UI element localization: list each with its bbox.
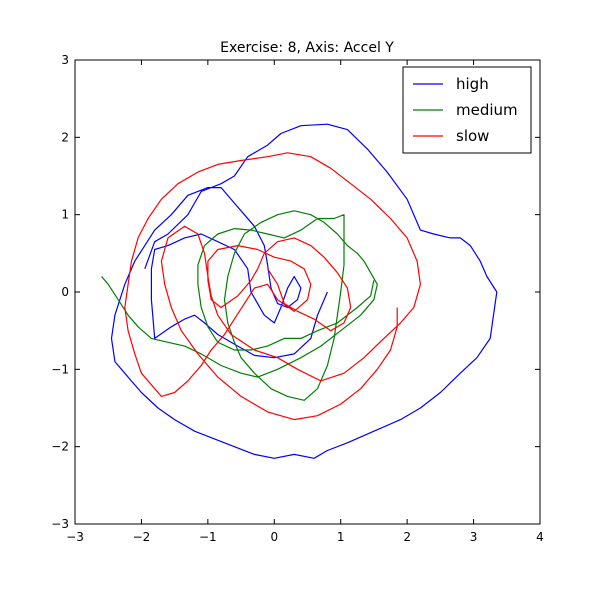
- series-line-slow: [124, 152, 421, 421]
- legend: high medium slow: [402, 66, 532, 154]
- series-layer: [101, 123, 498, 459]
- x-tick-label: 1: [337, 530, 345, 544]
- x-tick-label: 3: [470, 530, 478, 544]
- x-tick-label: −3: [66, 530, 84, 544]
- y-tick-label: −3: [51, 517, 69, 531]
- y-tick-label: −1: [51, 362, 69, 376]
- y-tick-label: 0: [61, 285, 69, 299]
- y-tick-label: 3: [61, 53, 69, 67]
- y-tick-label: −2: [51, 440, 69, 454]
- series-line-medium: [101, 210, 378, 401]
- x-tick-label: −1: [199, 530, 217, 544]
- legend-label-medium: medium: [456, 101, 518, 119]
- y-tick-label: 2: [61, 130, 69, 144]
- legend-label-high: high: [456, 75, 489, 93]
- series-line-high: [110, 123, 498, 459]
- x-tick-label: 4: [536, 530, 544, 544]
- y-tick-label: 1: [61, 208, 69, 222]
- ticks-layer: −3 −2 −1 0 1 2 3 4 −3 −2 −1 0 1 2 3: [51, 53, 544, 544]
- x-tick-label: 2: [403, 530, 411, 544]
- legend-label-slow: slow: [456, 127, 489, 145]
- x-tick-label: −2: [133, 530, 151, 544]
- chart-title: Exercise: 8, Axis: Accel Y: [220, 40, 394, 56]
- x-tick-label: 0: [270, 530, 278, 544]
